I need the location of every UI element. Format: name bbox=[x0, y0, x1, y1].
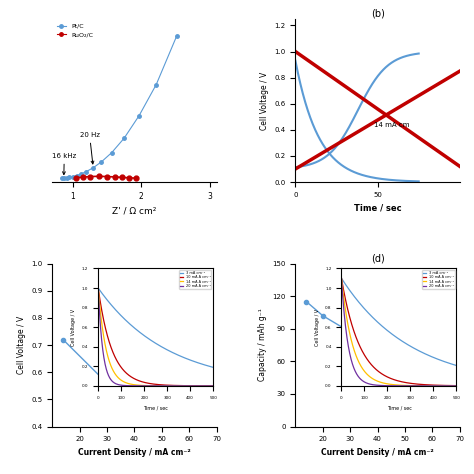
Pt/C bbox=[64, 175, 69, 181]
Line: RuO₂/C: RuO₂/C bbox=[73, 174, 138, 181]
Pt/C bbox=[91, 165, 96, 171]
Text: 16 kHz: 16 kHz bbox=[52, 153, 76, 174]
X-axis label: Time / sec: Time / sec bbox=[354, 203, 401, 212]
Pt/C bbox=[74, 173, 80, 179]
RuO₂/C bbox=[119, 174, 125, 180]
Pt/C bbox=[70, 174, 75, 180]
Legend: Pt/C, RuO₂/C: Pt/C, RuO₂/C bbox=[55, 22, 94, 38]
Text: 14 mA cm: 14 mA cm bbox=[374, 122, 410, 128]
Y-axis label: Capacity / mAh g⁻¹: Capacity / mAh g⁻¹ bbox=[258, 309, 267, 382]
Title: (b): (b) bbox=[371, 9, 384, 19]
Pt/C bbox=[121, 136, 127, 141]
Pt/C bbox=[174, 33, 180, 38]
RuO₂/C bbox=[80, 174, 86, 180]
X-axis label: Z' / Ω cm²: Z' / Ω cm² bbox=[112, 206, 156, 215]
Y-axis label: Cell Voltage / V: Cell Voltage / V bbox=[17, 316, 26, 374]
Pt/C bbox=[109, 150, 115, 155]
RuO₂/C bbox=[126, 175, 132, 181]
Pt/C bbox=[66, 174, 72, 180]
Pt/C bbox=[137, 113, 142, 118]
Pt/C bbox=[78, 171, 84, 177]
RuO₂/C bbox=[87, 173, 92, 179]
RuO₂/C bbox=[112, 174, 118, 180]
X-axis label: Current Density / mA cm⁻²: Current Density / mA cm⁻² bbox=[78, 448, 191, 457]
RuO₂/C bbox=[96, 173, 101, 179]
Pt/C bbox=[60, 176, 65, 182]
RuO₂/C bbox=[133, 175, 138, 181]
Pt/C bbox=[62, 175, 67, 181]
RuO₂/C bbox=[73, 175, 79, 181]
Line: Pt/C: Pt/C bbox=[61, 34, 179, 180]
Y-axis label: Cell Voltage / V: Cell Voltage / V bbox=[260, 72, 269, 129]
Title: (d): (d) bbox=[371, 254, 384, 264]
RuO₂/C bbox=[104, 173, 110, 179]
X-axis label: Current Density / mA cm⁻²: Current Density / mA cm⁻² bbox=[321, 448, 434, 457]
Text: 20 Hz: 20 Hz bbox=[80, 132, 100, 164]
Pt/C bbox=[83, 169, 89, 174]
Pt/C bbox=[154, 82, 159, 87]
Pt/C bbox=[99, 159, 104, 164]
